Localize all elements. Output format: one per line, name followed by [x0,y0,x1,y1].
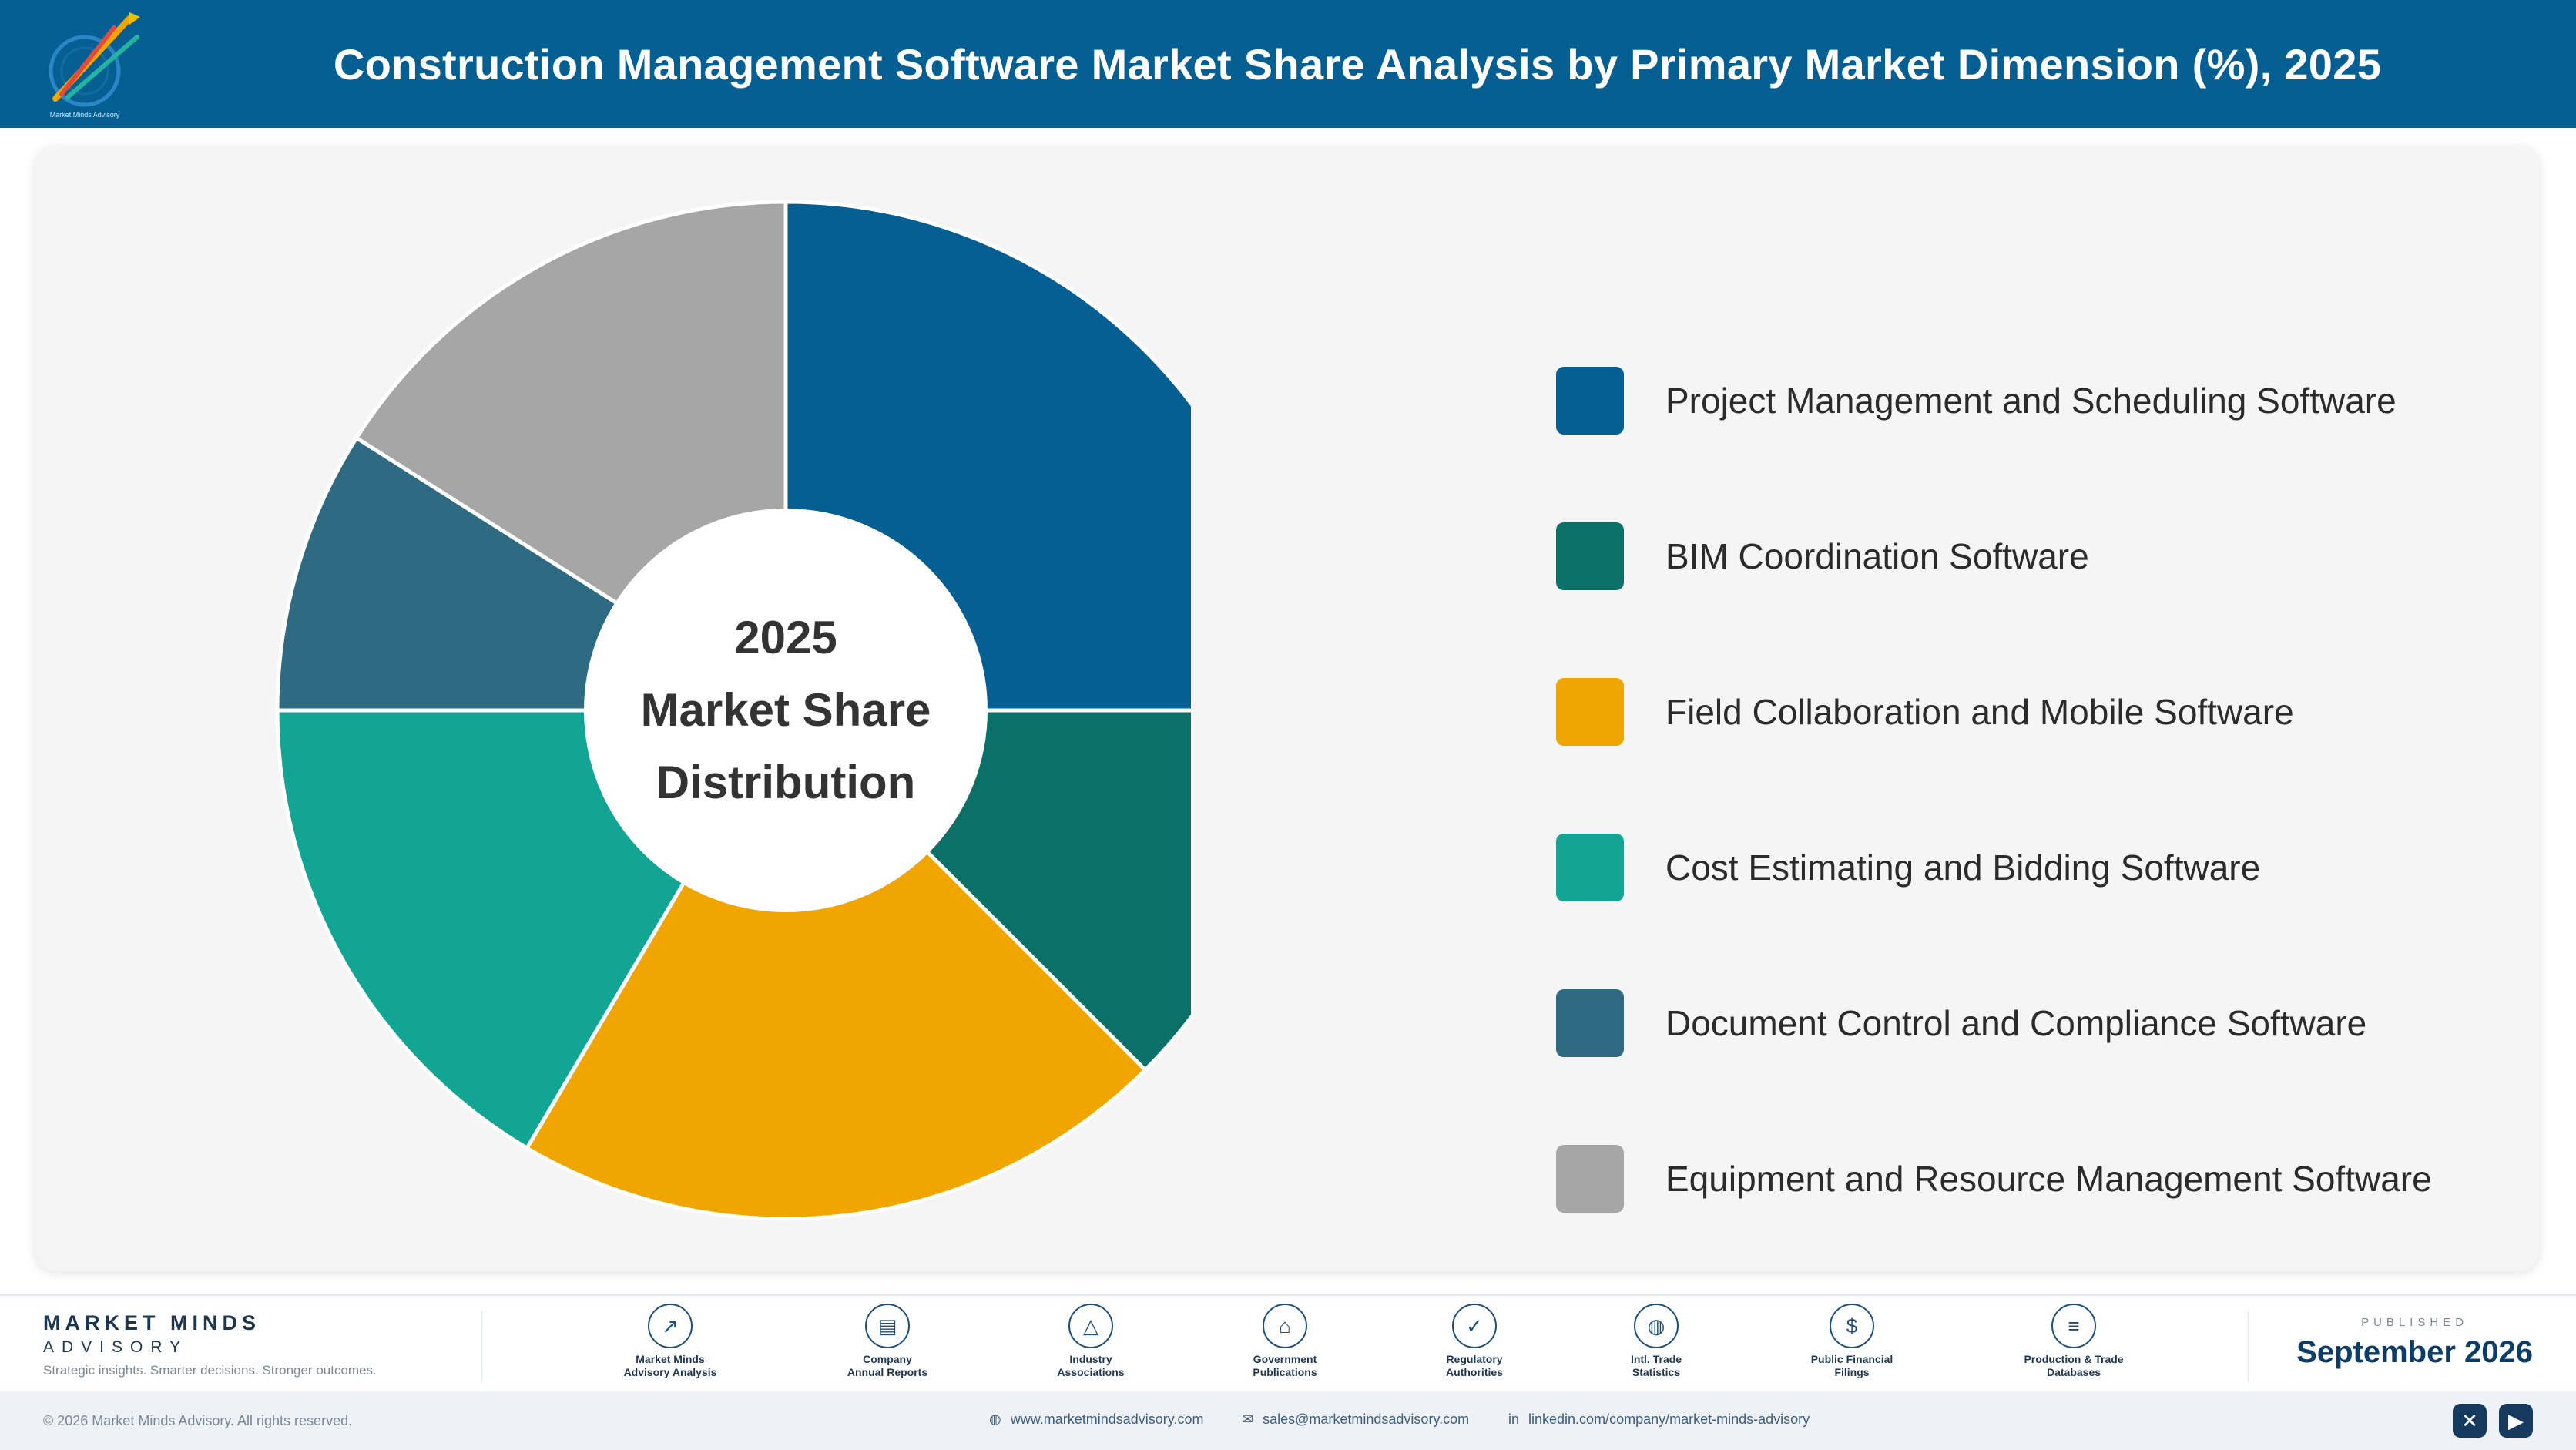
globe-icon: ◍ [989,1411,1001,1427]
database-icon: ≡ [2051,1304,2096,1348]
globe-icon: ◍ [1634,1304,1679,1348]
linkedin-icon: in [1508,1411,1520,1427]
source-item: ↗ Market Minds Advisory Analysis [585,1304,755,1379]
market-minds-logo[interactable]: Market Minds Advisory [39,8,146,122]
source-label: Market Minds Advisory Analysis [623,1353,717,1378]
source-item: $ Public Financial Filings [1767,1304,1937,1379]
source-label: Company Annual Reports [847,1353,928,1378]
brand-name: MARKET MINDS [43,1311,260,1334]
source-list: ↗ Market Minds Advisory Analysis ▤ Company … [0,1296,2576,1391]
legend-swatch [1556,834,1624,901]
linkedin-link[interactable]: in linkedin.com/company/market-minds-adv… [1508,1411,1810,1428]
x-icon[interactable]: ✕ [2453,1404,2487,1438]
linkedin-text: linkedin.com/company/market-minds-adviso… [1528,1411,1810,1427]
brand-sub: ADVISORY [43,1338,189,1356]
legend-item: Cost Estimating and Bidding Software [1556,833,2558,902]
published-block: PUBLISHED September 2026 [2296,1316,2533,1370]
brand-tagline: Strategic insights. Smarter decisions. S… [43,1363,377,1378]
email-text: sales@marketmindsadvisory.com [1263,1411,1470,1427]
source-label: Regulatory Authorities [1446,1353,1503,1378]
source-item: ✓ Regulatory Authorities [1390,1304,1559,1379]
legend-label: Project Management and Scheduling Softwa… [1665,381,2397,421]
donut-chart: 2025 Market Share Distribution [275,200,1191,1221]
published-date: September 2026 [2296,1335,2533,1369]
copyright: © 2026 Market Minds Advisory. All rights… [43,1413,353,1428]
source-item: △ Industry Associations [1006,1304,1176,1379]
chart-title: Construction Management Software Market … [333,39,2382,89]
mail-icon: ✉ [1242,1411,1254,1427]
published-label: PUBLISHED [2361,1316,2469,1329]
bottom-bar: © 2026 Market Minds Advisory. All rights… [0,1391,2576,1450]
source-label: Public Financial Filings [1810,1353,1893,1378]
legend-swatch [1556,678,1624,746]
legend-item: Project Management and Scheduling Softwa… [1556,366,2558,435]
source-label: Intl. Trade Statistics [1630,1353,1682,1378]
center-label: 2025 [734,612,837,663]
source-item: ◍ Intl. Trade Statistics [1571,1304,1741,1379]
building-icon: ⌂ [1263,1304,1307,1348]
network-icon: △ [1068,1304,1113,1348]
source-label: Production & Trade Databases [2024,1353,2124,1378]
center-label: Distribution [656,757,916,808]
legend-item: BIM Coordination Software [1556,522,2558,591]
legend-swatch [1556,1145,1624,1213]
legend-item: Equipment and Resource Management Softwa… [1556,1144,2558,1213]
footer-divider [481,1311,482,1382]
legend-label: BIM Coordination Software [1665,536,2089,576]
svg-text:Market Minds Advisory: Market Minds Advisory [50,111,120,119]
dollar-icon: $ [1830,1304,1874,1348]
pie-slice [524,707,1149,1221]
legend-item: Field Collaboration and Mobile Software [1556,677,2558,747]
legend-label: Cost Estimating and Bidding Software [1665,848,2261,888]
source-label: Government Publications [1253,1353,1317,1378]
email-link[interactable]: ✉ sales@marketmindsadvisory.com [1242,1411,1469,1428]
legend-swatch [1556,367,1624,435]
youtube-icon[interactable]: ▶ [2499,1404,2533,1438]
document-icon: ▤ [865,1304,910,1348]
source-item: ≡ Production & Trade Databases [1989,1304,2158,1379]
header-bar: Market Minds Advisory Construction Manag… [0,0,2576,128]
brand-block: MARKET MINDS ADVISORY Strategic insights… [43,1311,377,1378]
donut-hole [584,509,988,912]
shield-icon: ✓ [1452,1304,1497,1348]
center-label: Market Share [641,684,931,736]
source-item: ⌂ Government Publications [1200,1304,1370,1379]
website-link[interactable]: ◍ www.marketmindsadvisory.com [989,1411,1203,1428]
legend-swatch [1556,989,1624,1057]
source-item: ▤ Company Annual Reports [803,1304,972,1379]
footer: MARKET MINDS ADVISORY Strategic insights… [0,1294,2576,1390]
legend-item: Document Control and Compliance Software [1556,988,2558,1058]
legend-label: Equipment and Resource Management Softwa… [1665,1159,2432,1199]
footer-divider [2248,1311,2249,1382]
website-text: www.marketmindsadvisory.com [1010,1411,1204,1427]
source-label: Industry Associations [1057,1353,1125,1378]
trend-icon: ↗ [648,1304,693,1348]
legend-label: Field Collaboration and Mobile Software [1665,692,2294,732]
legend-label: Document Control and Compliance Software [1665,1003,2367,1043]
chart-card: 2025 Market Share Distribution Project Man… [35,146,2539,1271]
legend-swatch [1556,522,1624,590]
